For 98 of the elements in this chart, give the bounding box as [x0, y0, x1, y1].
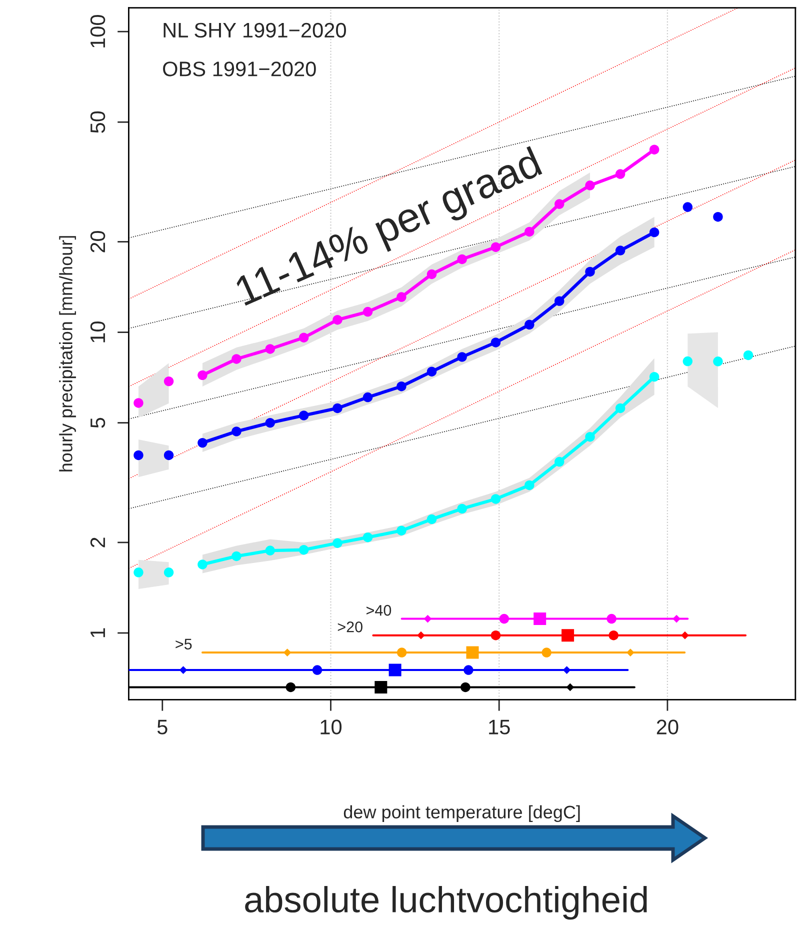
- point: [424, 614, 432, 623]
- annotation: OBS 1991−2020: [163, 62, 316, 76]
- point: [457, 504, 467, 514]
- point: [164, 376, 174, 386]
- point: [490, 494, 501, 504]
- point: [457, 254, 467, 264]
- point: [232, 426, 242, 436]
- point: [388, 664, 402, 676]
- point: [743, 350, 754, 360]
- point: [682, 356, 693, 366]
- point: [265, 418, 275, 428]
- point: [374, 680, 388, 694]
- point: [164, 568, 174, 578]
- point: [615, 403, 626, 414]
- point: [426, 514, 437, 524]
- y-tick-label: 20: [90, 230, 106, 252]
- point: [585, 180, 595, 190]
- point: [232, 354, 242, 364]
- point: [562, 629, 574, 642]
- y-tick-label: 5: [90, 418, 106, 428]
- point: [298, 410, 309, 420]
- point: [417, 631, 425, 640]
- point: [134, 450, 144, 460]
- series-label: >5: [176, 638, 192, 650]
- point: [649, 144, 660, 154]
- point: [457, 352, 467, 362]
- point: [490, 242, 501, 252]
- point: [524, 320, 534, 330]
- point: [332, 403, 342, 414]
- point: [198, 560, 208, 570]
- point: [713, 356, 723, 366]
- point: [608, 630, 618, 640]
- point: [265, 344, 275, 354]
- y-axis-title: hourly precipitation [mm/hour]: [59, 236, 76, 472]
- point: [396, 648, 407, 658]
- point: [464, 665, 474, 675]
- point: [362, 306, 373, 317]
- point: [312, 665, 322, 675]
- point: [490, 338, 501, 348]
- x-tick-label: 10: [320, 720, 342, 734]
- point: [562, 666, 571, 674]
- point: [681, 631, 689, 640]
- series-label: >20: [338, 622, 362, 632]
- point: [198, 370, 208, 380]
- point: [649, 372, 660, 382]
- y-tick-label: 10: [90, 322, 106, 342]
- y-tick-label: 100: [90, 15, 106, 48]
- point: [134, 568, 144, 578]
- point: [396, 526, 406, 536]
- point: [362, 532, 373, 542]
- point: [615, 169, 626, 179]
- point: [585, 432, 595, 442]
- point: [682, 202, 693, 212]
- point: [265, 546, 275, 556]
- point: [554, 199, 564, 209]
- point: [606, 614, 616, 624]
- x-axis-title: dew point temperature [degC]: [344, 805, 580, 822]
- point: [232, 551, 242, 562]
- point: [554, 456, 564, 467]
- point: [466, 646, 479, 659]
- point: [298, 544, 309, 555]
- point: [332, 538, 342, 548]
- point: [164, 450, 174, 460]
- y-tick-label: 2: [90, 538, 105, 548]
- annotation: NL SHY 1991−2020: [164, 22, 346, 38]
- text: absolute luchtvochtigheid: [245, 886, 647, 920]
- point: [534, 612, 546, 626]
- series-label: >40: [366, 604, 392, 616]
- x-tick-label: 5: [157, 720, 168, 734]
- point: [396, 381, 406, 392]
- point: [524, 480, 534, 490]
- point: [615, 246, 626, 256]
- point: [713, 212, 723, 222]
- point: [649, 227, 660, 238]
- point: [524, 226, 534, 237]
- point: [134, 398, 144, 408]
- point: [499, 614, 510, 624]
- y-tick-label: 1: [90, 628, 105, 638]
- point: [566, 683, 574, 692]
- point: [554, 296, 564, 306]
- point: [490, 630, 501, 640]
- point: [198, 438, 208, 448]
- point: [332, 314, 342, 325]
- x-tick-label: 20: [656, 720, 678, 734]
- point: [426, 366, 437, 376]
- y-tick-label: 50: [90, 111, 106, 133]
- point: [362, 392, 373, 402]
- point: [179, 666, 188, 674]
- point: [460, 682, 470, 692]
- point: [396, 292, 406, 302]
- point: [298, 332, 309, 342]
- point: [286, 682, 296, 692]
- point: [672, 614, 680, 623]
- point: [542, 648, 552, 658]
- x-tick-label: 15: [489, 720, 510, 734]
- point: [283, 648, 292, 656]
- point: [585, 266, 595, 277]
- point: [426, 269, 437, 280]
